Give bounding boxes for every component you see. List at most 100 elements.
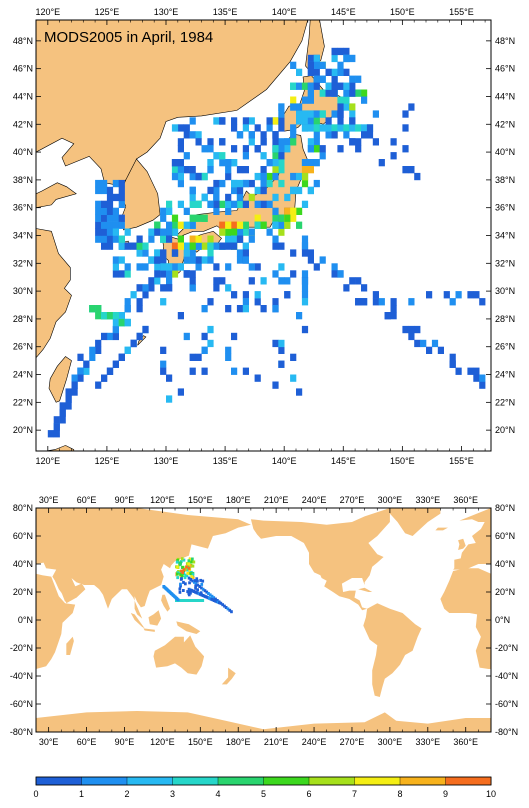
observation-cell <box>188 557 192 561</box>
observation-cell <box>177 124 184 132</box>
colorbar-swatch <box>308 776 355 786</box>
observation-cell <box>355 145 362 153</box>
observation-cell <box>184 582 187 586</box>
observation-cell <box>236 305 244 313</box>
global-lon-tick-label-top: 210°E <box>264 495 289 505</box>
observation-cell <box>254 172 261 181</box>
observation-cell <box>242 200 249 208</box>
observation-cell <box>242 242 249 250</box>
observation-cell <box>337 82 344 90</box>
observation-cell <box>118 200 125 208</box>
observation-cell <box>160 346 167 354</box>
observation-cell <box>189 186 196 195</box>
observation-cell <box>278 277 285 285</box>
observation-cell <box>260 131 267 139</box>
lat-tick-label-right: 42°N <box>495 119 515 129</box>
observation-cell <box>171 172 179 181</box>
observation-cell <box>325 124 332 132</box>
observation-cell <box>118 318 125 327</box>
observation-cell <box>195 577 199 581</box>
global-lon-tick-label-bottom: 60°E <box>77 737 97 747</box>
observation-cell <box>296 207 303 215</box>
observation-cell <box>101 207 108 215</box>
global-lon-tick-label-bottom: 150°E <box>188 737 213 747</box>
observation-cell <box>307 89 314 97</box>
observation-cell <box>186 571 190 575</box>
observation-cell <box>290 82 297 90</box>
global-lat-tick-label-left: 0°N <box>18 615 33 625</box>
observation-cell <box>142 249 149 257</box>
observation-cell <box>179 577 183 581</box>
regional-map-japan: 120°E 120°E 125°E 125°E 130°E 130°E 135°E 135°E… <box>13 7 515 466</box>
observation-cell <box>112 270 119 278</box>
observation-cell <box>148 235 155 243</box>
observation-cell <box>101 332 108 341</box>
observation-cell <box>195 242 202 250</box>
global-lat-tick-label-left: -40°N <box>10 671 33 681</box>
lon-tick-label-top: 120°E <box>36 7 61 17</box>
observation-cell <box>455 291 462 299</box>
observation-cell <box>179 573 182 577</box>
observation-cell <box>207 242 214 250</box>
observation-cell <box>190 599 193 602</box>
lat-tick-label-left: 22°N <box>13 397 33 407</box>
observation-cell <box>189 235 196 243</box>
observation-cell <box>177 221 184 229</box>
observation-cell <box>349 103 356 111</box>
observation-cell <box>130 291 137 299</box>
observation-cell <box>331 75 338 83</box>
observation-cell <box>101 221 108 229</box>
observation-cell <box>178 561 182 565</box>
lon-tick-label-top: 125°E <box>95 7 120 17</box>
observation-cell <box>183 166 190 174</box>
observation-cell <box>242 117 249 125</box>
observation-cell <box>337 110 344 118</box>
observation-cell <box>188 581 191 585</box>
observation-cell <box>118 353 125 361</box>
land-okinawa <box>137 335 147 346</box>
observation-cell <box>319 89 326 97</box>
observation-cell <box>290 374 297 382</box>
observation-cell <box>313 61 320 69</box>
observation-cell <box>101 228 108 236</box>
observation-cell <box>301 166 309 174</box>
global-lat-tick-label-right: 80°N <box>495 503 515 513</box>
observation-cell <box>355 298 362 306</box>
observation-cell <box>166 207 173 215</box>
global-lat-tick-label-right: 0°N <box>495 615 510 625</box>
observation-cell <box>181 571 184 574</box>
lat-tick-label-right: 30°N <box>495 286 515 296</box>
observation-cell <box>449 360 456 368</box>
observation-cell <box>242 166 249 174</box>
observation-cell <box>313 124 320 132</box>
observation-cell <box>182 580 185 584</box>
observation-cell <box>272 159 279 167</box>
observation-cell <box>180 599 184 602</box>
observation-cell <box>195 200 202 208</box>
observation-cell <box>176 576 179 580</box>
observation-cell <box>160 249 167 257</box>
observation-cell <box>171 263 179 271</box>
land-antarctica <box>36 711 491 732</box>
observation-cell <box>349 82 356 90</box>
observation-cell <box>349 117 356 125</box>
observation-cell <box>179 599 182 602</box>
observation-cell <box>301 110 309 118</box>
observation-cell <box>236 166 244 174</box>
observation-cell <box>106 332 114 341</box>
observation-cell <box>142 263 149 271</box>
observation-cell <box>290 353 297 361</box>
observation-cell <box>187 562 190 566</box>
observation-cell <box>343 284 350 292</box>
observation-cell <box>236 235 244 243</box>
observation-cell <box>414 339 421 348</box>
observation-cell <box>307 159 314 167</box>
observation-cell <box>313 131 320 139</box>
lon-tick-label-top: 130°E <box>154 7 179 17</box>
observation-cell <box>130 339 137 348</box>
observation-cell <box>65 388 72 396</box>
observation-cell <box>196 588 199 592</box>
observation-cell <box>372 298 379 306</box>
observation-cell <box>337 117 344 125</box>
observation-cell <box>390 312 397 320</box>
